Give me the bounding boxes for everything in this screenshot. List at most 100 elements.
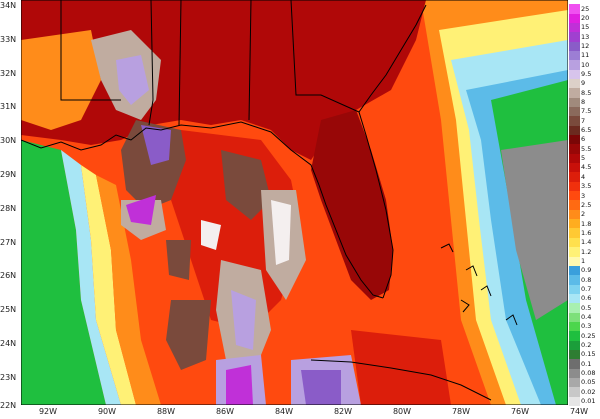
latitude-label: 27N <box>0 237 17 247</box>
colorbar-swatch <box>569 312 580 322</box>
latitude-label: 24N <box>0 339 17 348</box>
colorbar-swatch <box>569 219 580 229</box>
colorbar-swatch <box>569 359 580 369</box>
colorbar-swatch <box>569 163 580 173</box>
colorbar-swatch <box>569 107 580 117</box>
colorbar-tick-label: 4.5 <box>581 163 592 172</box>
colorbar-tick-label: 0.8 <box>581 275 592 284</box>
colorbar-tick-label: 0.6 <box>581 294 592 303</box>
colorbar-swatch <box>569 377 580 388</box>
latitude-label: 30N <box>0 136 17 146</box>
field-region <box>166 300 211 370</box>
colorbar-swatch <box>569 340 580 350</box>
coastline <box>460 299 470 313</box>
colorbar-swatch <box>569 303 580 313</box>
colorbar-swatch <box>569 78 580 89</box>
colorbar-tick-label: 10 <box>581 60 590 69</box>
coastline <box>21 121 320 186</box>
colorbar-tick-label: 1.8 <box>581 219 592 228</box>
colorbar-tick-label: 1 <box>581 256 586 265</box>
field-region <box>171 130 301 330</box>
coastline <box>290 0 360 113</box>
colorbar <box>569 4 580 406</box>
colorbar-tick-label: 1.6 <box>581 228 592 237</box>
latitude-label: 32N <box>0 68 17 78</box>
colorbar-swatch <box>569 116 580 126</box>
latitude-label: 23N <box>0 372 17 382</box>
colorbar-tick-label: 15 <box>581 23 590 32</box>
field-region <box>226 365 253 405</box>
latitude-label: 25N <box>0 305 17 315</box>
coastline <box>440 243 454 253</box>
colorbar-tick-label: 0.9 <box>581 266 592 275</box>
field-region <box>116 55 149 105</box>
colorbar-swatch <box>569 237 580 248</box>
colorbar-swatch <box>569 22 580 33</box>
colorbar-tick-label: 0.2 <box>581 341 592 350</box>
colorbar-swatch <box>569 144 580 154</box>
coastline <box>318 184 384 299</box>
latitude-label: 26N <box>0 271 17 281</box>
colorbar-tick-label: 2.5 <box>581 200 592 209</box>
colorbar-swatch <box>569 181 580 192</box>
colorbar-tick-label: 0.08 <box>581 369 596 378</box>
field-region <box>21 140 106 405</box>
latitude-label: 31N <box>0 102 17 112</box>
colorbar-tick-label: 0.3 <box>581 322 592 331</box>
colorbar-swatch <box>569 153 580 164</box>
longitude-label: 90W <box>97 407 117 416</box>
colorbar-tick-label: 5.5 <box>581 144 592 153</box>
colorbar-tick-label: 0.1 <box>581 359 592 368</box>
colorbar-tick-label: 0.02 <box>581 387 596 396</box>
colorbar-tick-label: 6.5 <box>581 126 592 135</box>
field-region <box>141 125 171 165</box>
longitude-label: 84W <box>274 407 294 416</box>
colorbar-tick-label: 7.5 <box>581 107 592 116</box>
field-region <box>271 200 291 265</box>
colorbar-tick-label: 0.05 <box>581 378 596 387</box>
field-region <box>126 195 156 225</box>
colorbar-swatch <box>569 88 580 98</box>
colorbar-swatch <box>569 293 580 304</box>
colorbar-tick-label: 9 <box>581 79 586 88</box>
colorbar-swatch <box>569 265 580 276</box>
colorbar-tick-label: 9.5 <box>581 70 592 79</box>
colorbar-tick-label: 0.25 <box>581 331 596 340</box>
latitude-label: 34N <box>0 1 17 10</box>
colorbar-tick-label: 1.4 <box>581 238 592 247</box>
coastline <box>310 359 492 401</box>
longitude-label: 80W <box>392 407 412 416</box>
colorbar-swatch <box>569 50 580 61</box>
latitude-label: 29N <box>0 170 17 179</box>
colorbar-tick-label: 2 <box>581 210 586 219</box>
colorbar-tick-label: 20 <box>581 13 590 22</box>
precipitation-field <box>21 0 568 405</box>
colorbar-tick-label: 0.01 <box>581 397 596 406</box>
coastlines <box>21 0 518 401</box>
colorbar-swatch <box>569 275 580 285</box>
colorbar-swatch <box>569 32 580 42</box>
colorbar-swatch <box>569 321 580 332</box>
colorbar-labels: 0.01 0.02 0.05 0.08 0.1 0.15 0.2 0.25 0.3 0.4 0.5 0… <box>581 4 600 406</box>
colorbar-tick-label: 13 <box>581 32 590 41</box>
latitude-label: 33N <box>0 34 17 44</box>
coastline <box>505 314 518 326</box>
colorbar-swatch <box>569 60 580 70</box>
coastline <box>248 0 252 121</box>
colorbar-tick-label: 4 <box>581 172 586 181</box>
colorbar-swatch <box>569 228 580 238</box>
colorbar-tick-label: 3 <box>581 191 586 200</box>
colorbar-swatch <box>569 368 580 378</box>
colorbar-tick-label: 3.5 <box>581 182 592 191</box>
colorbar-tick-label: 7 <box>581 116 586 125</box>
colorbar-swatch <box>569 69 580 79</box>
field-region <box>501 140 568 320</box>
colorbar-swatch <box>569 172 580 182</box>
coastline <box>358 111 394 299</box>
colorbar-tick-label: 0.15 <box>581 350 596 359</box>
field-region <box>166 240 191 280</box>
colorbar-swatch <box>569 200 580 210</box>
colorbar-tick-label: 11 <box>581 51 590 60</box>
field-region <box>96 175 161 405</box>
colorbar-tick-label: 25 <box>581 4 590 13</box>
